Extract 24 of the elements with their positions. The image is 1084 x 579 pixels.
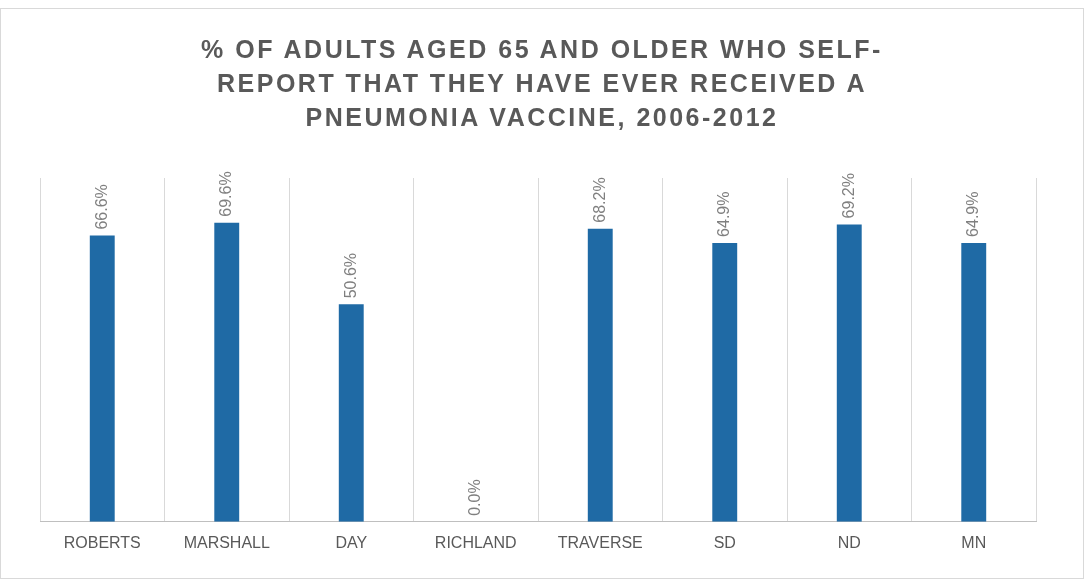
data-label: 66.6% (92, 184, 110, 230)
x-tick-label: ND (837, 533, 861, 551)
data-label: 69.2% (839, 173, 857, 219)
data-label: 50.6% (341, 252, 359, 299)
x-tick-label: SD (713, 533, 736, 551)
bar (961, 242, 987, 522)
data-label: 68.2% (590, 177, 608, 223)
data-label: 64.9% (964, 191, 982, 237)
bar (338, 304, 364, 522)
bar (836, 224, 862, 522)
bar (587, 228, 613, 522)
data-label: 0.0% (466, 479, 484, 516)
x-tick-label: DAY (335, 533, 368, 551)
bar (712, 242, 738, 522)
x-tick-label: MARSHALL (183, 533, 270, 551)
data-label: 69.6% (217, 171, 235, 217)
x-tick-label: MN (961, 533, 987, 551)
bar (89, 235, 115, 522)
chart-title: % OF ADULTS AGED 65 AND OLDER WHO SELF-REPORT THAT THEY HAVE EVER RECEIVED A PNEUMONIA VACCINE, 2006-2012 (200, 34, 884, 133)
data-label: 64.9% (715, 191, 733, 237)
x-tick-label: RICHLAND (434, 533, 517, 551)
x-tick-label: TRAVERSE (557, 533, 643, 551)
x-tick-label: ROBERTS (63, 533, 141, 551)
bar (214, 222, 240, 522)
